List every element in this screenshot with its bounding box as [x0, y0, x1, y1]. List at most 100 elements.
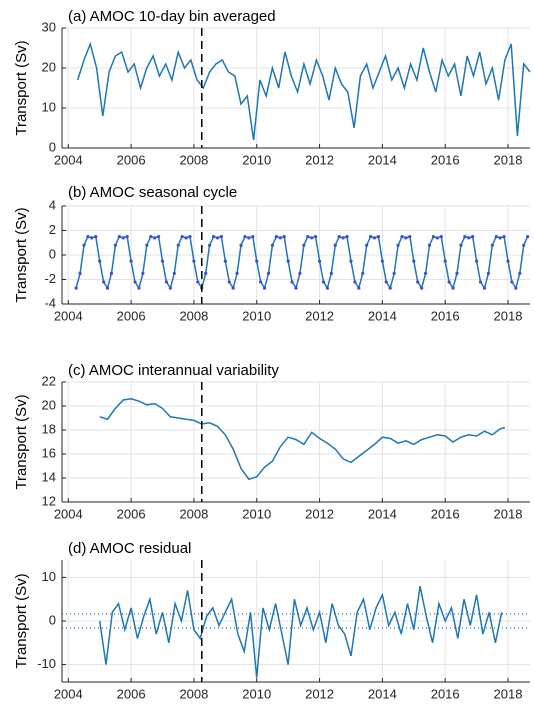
data-point	[420, 286, 424, 290]
data-point	[306, 235, 310, 239]
y-tick-label: 2	[49, 222, 56, 237]
data-point	[482, 286, 487, 290]
data-point	[502, 235, 506, 239]
data-point	[231, 286, 235, 290]
data-point	[526, 235, 530, 239]
data-point	[255, 259, 259, 263]
x-tick-label: 2018	[494, 506, 523, 521]
data-point	[392, 271, 396, 275]
data-point	[168, 286, 172, 290]
data-point	[160, 259, 165, 263]
data-point	[184, 236, 188, 240]
data-point	[90, 236, 94, 240]
data-point	[408, 235, 412, 239]
data-point	[180, 235, 184, 239]
data-point	[439, 235, 443, 239]
y-axis-label: Transport (Sv)	[13, 394, 30, 489]
x-tick-label: 2008	[179, 506, 208, 521]
data-point	[196, 280, 200, 284]
data-point	[243, 235, 247, 239]
data-point	[145, 243, 149, 247]
y-tick-label: 0	[49, 246, 56, 261]
data-point	[317, 259, 322, 263]
y-tick-label: 16	[42, 445, 56, 460]
x-tick-label: 2014	[368, 308, 397, 323]
data-point	[121, 236, 125, 240]
data-point	[274, 235, 278, 239]
x-tick-label: 2018	[494, 152, 523, 167]
data-point	[74, 286, 78, 290]
data-point	[341, 236, 345, 240]
data-point	[192, 259, 196, 263]
data-point	[294, 286, 298, 290]
data-point	[262, 286, 267, 290]
data-point	[129, 259, 133, 263]
data-point	[357, 286, 361, 290]
data-point	[443, 259, 447, 263]
data-point	[78, 271, 82, 275]
data-point	[368, 235, 373, 239]
y-tick-label: 30	[42, 19, 56, 34]
x-tick-label: 2008	[179, 152, 208, 167]
data-point	[117, 235, 121, 239]
y-tick-label: -2	[44, 271, 56, 286]
x-tick-label: 2012	[305, 506, 334, 521]
data-point	[345, 235, 349, 239]
data-point	[208, 243, 212, 247]
data-point	[113, 243, 117, 247]
data-point	[376, 235, 381, 239]
data-line	[99, 398, 506, 481]
x-tick-label: 2014	[368, 686, 397, 701]
x-tick-label: 2012	[305, 686, 334, 701]
data-point	[404, 236, 408, 240]
y-axis-label: Transport (Sv)	[13, 573, 30, 668]
data-point	[478, 280, 483, 284]
data-point	[149, 235, 153, 239]
data-point	[204, 271, 208, 275]
data-point	[239, 243, 243, 247]
data-point	[172, 271, 176, 275]
data-point	[278, 236, 282, 240]
data-point	[286, 259, 290, 263]
panel-title: (b) AMOC seasonal cycle	[68, 184, 237, 201]
data-point	[188, 235, 192, 239]
data-line	[98, 585, 503, 678]
data-point	[471, 235, 475, 239]
data-point	[459, 243, 463, 247]
data-point	[321, 280, 326, 284]
y-axis-label: Transport (Sv)	[13, 40, 30, 135]
x-tick-label: 2018	[494, 308, 523, 323]
y-tick-label: 0	[49, 612, 56, 627]
data-point	[463, 235, 467, 239]
y-tick-label: 18	[42, 421, 56, 436]
panel-title: (a) AMOC 10-day bin averaged	[68, 8, 276, 25]
data-point	[325, 286, 330, 290]
y-tick-label: 20	[42, 59, 56, 74]
data-point	[333, 243, 337, 247]
data-point	[494, 235, 498, 239]
data-point	[270, 243, 275, 247]
data-point	[259, 280, 263, 284]
x-tick-label: 2018	[494, 686, 523, 701]
y-tick-label: -10	[37, 656, 56, 671]
data-point	[176, 243, 180, 247]
plot-area	[62, 382, 530, 502]
x-tick-label: 2012	[305, 308, 334, 323]
data-point	[365, 243, 369, 247]
data-line	[76, 41, 531, 141]
y-tick-label: 10	[42, 99, 56, 114]
data-point	[211, 235, 216, 239]
x-tick-label: 2010	[242, 506, 271, 521]
data-point	[125, 235, 129, 239]
x-tick-label: 2016	[431, 506, 460, 521]
y-tick-label: 4	[49, 197, 56, 212]
x-tick-label: 2014	[368, 506, 397, 521]
data-point	[349, 259, 353, 263]
data-point	[156, 235, 161, 239]
data-point	[522, 243, 526, 247]
data-point	[247, 236, 251, 240]
x-tick-label: 2006	[117, 686, 146, 701]
data-point	[506, 259, 510, 263]
data-point	[290, 280, 294, 284]
data-point	[133, 280, 137, 284]
